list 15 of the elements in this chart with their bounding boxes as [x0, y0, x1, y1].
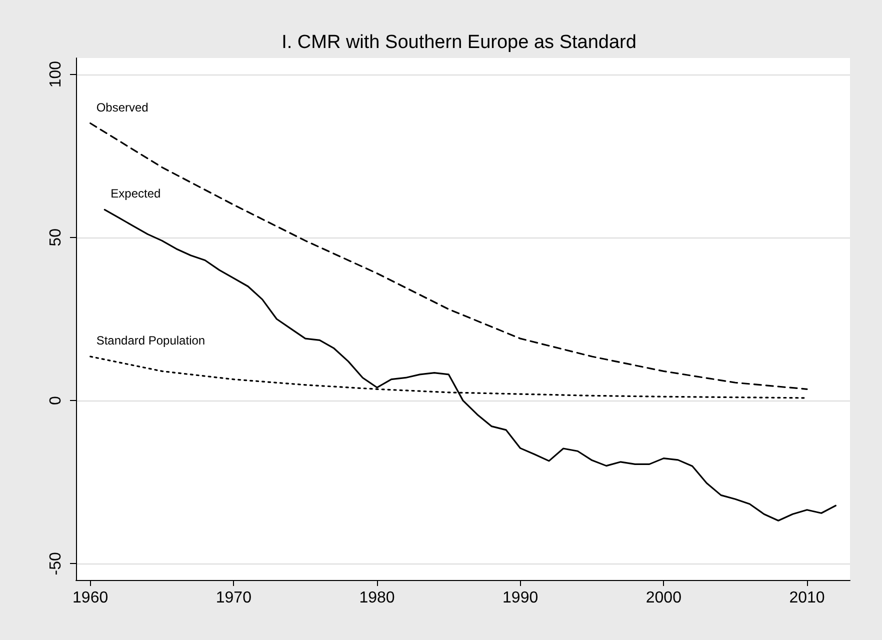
chart-title: I. CMR with Southern Europe as Standard	[282, 32, 636, 53]
x-tick-label: 1980	[359, 590, 395, 606]
x-tick-label: 2010	[789, 590, 825, 606]
line-series	[90, 122, 808, 390]
x-tick-label: 1970	[216, 590, 252, 606]
series-label: Standard Population	[96, 334, 206, 348]
x-tick-label: 1960	[72, 590, 108, 606]
y-tick-label: 100	[48, 60, 64, 88]
x-tick-label: 1990	[502, 590, 538, 606]
series-label: Expected	[110, 186, 161, 201]
series-label: Observed	[96, 100, 148, 114]
y-tick-label: 0	[48, 396, 64, 406]
y-tick-label: -50	[48, 552, 64, 576]
x-tick-label: 2000	[646, 590, 682, 606]
y-tick-label: 50	[48, 228, 64, 246]
